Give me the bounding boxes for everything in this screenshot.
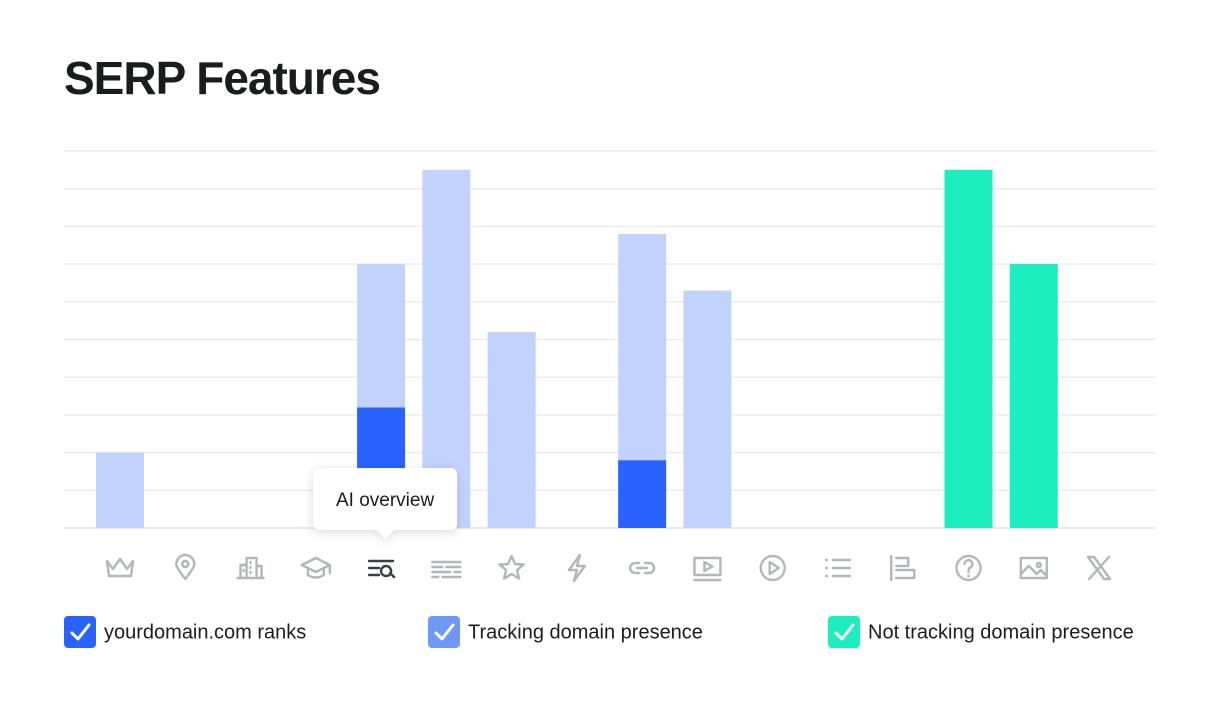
category-icon (300, 556, 332, 579)
legend-label: Not tracking domain presence (868, 621, 1134, 643)
bar (944, 169, 993, 528)
bar (487, 331, 536, 528)
bar (683, 290, 732, 528)
bar (357, 264, 406, 408)
bar (618, 233, 667, 461)
category-icon (1086, 555, 1112, 581)
category-icon (431, 560, 462, 579)
category-icon (693, 556, 722, 582)
category-icon (824, 558, 852, 578)
category-icon (759, 554, 786, 582)
bar (96, 452, 144, 528)
legend-check (70, 623, 91, 641)
chart-title: SERP Features (64, 52, 380, 104)
tooltip-text: AI overview (336, 490, 434, 511)
legend-label: Tracking domain presence (468, 621, 703, 643)
category-icon (1019, 556, 1048, 580)
category-icon (175, 553, 196, 581)
legend-check (434, 623, 455, 641)
category-icon (498, 554, 525, 580)
category-icon (955, 554, 982, 582)
category-icon (105, 557, 135, 578)
legend-label: yourdomain.com ranks (104, 621, 306, 643)
legend-checkbox (64, 616, 96, 648)
category-icon (629, 561, 656, 575)
category-icon (367, 559, 396, 579)
legend-checkbox (828, 616, 860, 648)
category-icon (236, 556, 265, 580)
legend-check (834, 623, 855, 641)
category-icon (567, 553, 587, 583)
bar (618, 460, 667, 528)
bar (1009, 264, 1058, 528)
tooltip-box (313, 468, 458, 539)
tooltip (313, 468, 458, 539)
legend-checkbox (428, 616, 460, 648)
category-icon (890, 554, 916, 582)
